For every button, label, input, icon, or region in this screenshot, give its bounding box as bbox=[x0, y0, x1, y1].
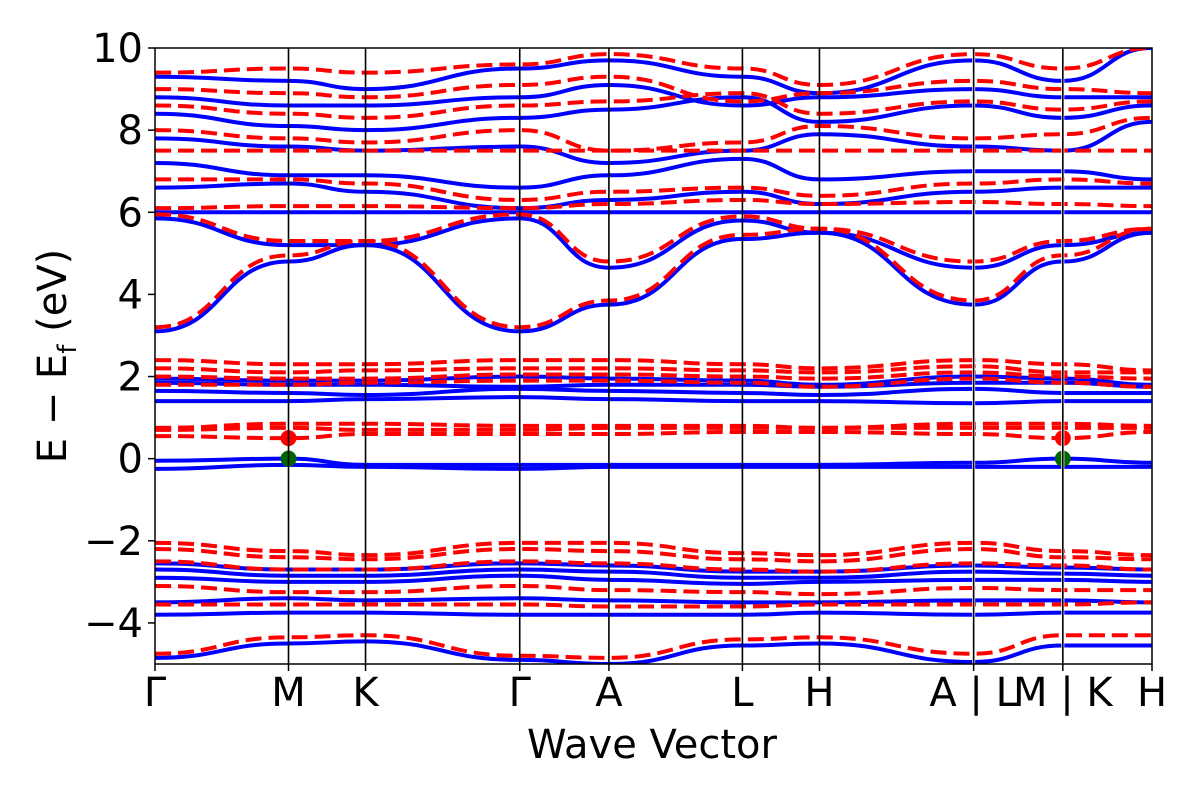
spin-up-band-8 bbox=[155, 395, 1152, 406]
spin-down-band-2 bbox=[155, 583, 1152, 597]
spin-up-band-15 bbox=[155, 181, 1152, 211]
x-tick-label-2: K bbox=[352, 670, 380, 716]
y-axis-label-subscript: f bbox=[53, 344, 83, 354]
x-tick-label-8: M | K bbox=[1013, 670, 1114, 716]
x-tick-label-7: A | L bbox=[929, 670, 1018, 716]
x-tick-label-0: Γ bbox=[144, 670, 167, 716]
spin-down-band-20 bbox=[155, 74, 1152, 104]
spin-down-band-4 bbox=[155, 547, 1152, 564]
x-tick-label-3: Γ bbox=[509, 670, 532, 716]
spin-down-band-16 bbox=[155, 177, 1152, 202]
y-tick-label-5: 6 bbox=[118, 190, 143, 236]
spin-down-band-12 bbox=[155, 358, 1152, 373]
plot-frame bbox=[154, 47, 1153, 665]
plot-area bbox=[155, 48, 1152, 664]
spin-down-band-13 bbox=[155, 226, 1152, 330]
spin-up-band-2 bbox=[155, 596, 1152, 605]
spin-up-band-3 bbox=[155, 573, 1152, 586]
x-tick-label-4: A bbox=[595, 670, 623, 716]
spin-down-band-11 bbox=[155, 364, 1152, 375]
x-tick-label-6: H bbox=[804, 670, 834, 716]
y-axis-label-main: E − E bbox=[30, 354, 76, 464]
high-symmetry-lines bbox=[287, 48, 1064, 664]
spin-up-band-6 bbox=[155, 462, 1152, 471]
x-tick-label-5: L bbox=[731, 670, 754, 716]
spin-up-band-4 bbox=[155, 567, 1152, 580]
spin-up-band-19 bbox=[155, 82, 1152, 108]
spin-up-band-12 bbox=[155, 230, 1152, 334]
y-tick-label-6: 8 bbox=[118, 108, 143, 154]
y-tick-label-7: 10 bbox=[92, 26, 143, 72]
spin-up-band-18 bbox=[155, 95, 1152, 133]
y-tick-label-1: −2 bbox=[84, 519, 143, 565]
spin-down-band-0 bbox=[155, 633, 1152, 660]
y-axis-ticks: −4 −2 0 2 4 6 8 10 bbox=[84, 26, 155, 647]
x-tick-label-1: M bbox=[271, 670, 306, 716]
spin-down-band-18 bbox=[155, 115, 1152, 153]
spin-up-band-0 bbox=[155, 639, 1152, 664]
spin-down-band-8 bbox=[155, 421, 1152, 430]
y-axis-label-unit: (eV) bbox=[30, 249, 76, 345]
spin-down-band-9 bbox=[155, 376, 1152, 389]
y-tick-label-0: −4 bbox=[84, 601, 143, 647]
y-tick-label-3: 2 bbox=[118, 355, 143, 401]
spin-up-band-11 bbox=[155, 374, 1152, 387]
x-axis-label: Wave Vector bbox=[527, 722, 778, 768]
spin-up-band-20 bbox=[155, 48, 1152, 96]
spin-down-band-5 bbox=[155, 540, 1152, 558]
spin-up-band-7 bbox=[155, 456, 1152, 467]
spin-up-band-13 bbox=[155, 216, 1152, 270]
y-axis-label: E − Ef (eV) bbox=[30, 249, 83, 464]
spin-down-band-3 bbox=[155, 559, 1152, 574]
spin-down-band-14 bbox=[155, 212, 1152, 264]
spin-up-band-1 bbox=[155, 610, 1152, 617]
y-tick-label-4: 4 bbox=[118, 272, 143, 318]
x-tick-label-9: H bbox=[1137, 670, 1167, 716]
spin-down-band-1 bbox=[155, 600, 1152, 609]
spin-down-band-10 bbox=[155, 370, 1152, 381]
spin-up-band-9 bbox=[155, 386, 1152, 398]
spin-down-band-21 bbox=[155, 48, 1152, 87]
spin-down-band-6 bbox=[155, 429, 1152, 441]
spin-down-band-19 bbox=[155, 91, 1152, 120]
y-tick-label-2: 0 bbox=[118, 437, 143, 483]
spin-up-band-16 bbox=[155, 156, 1152, 190]
spin-down-band-7 bbox=[155, 425, 1152, 432]
spin-down-band-15 bbox=[155, 197, 1152, 211]
